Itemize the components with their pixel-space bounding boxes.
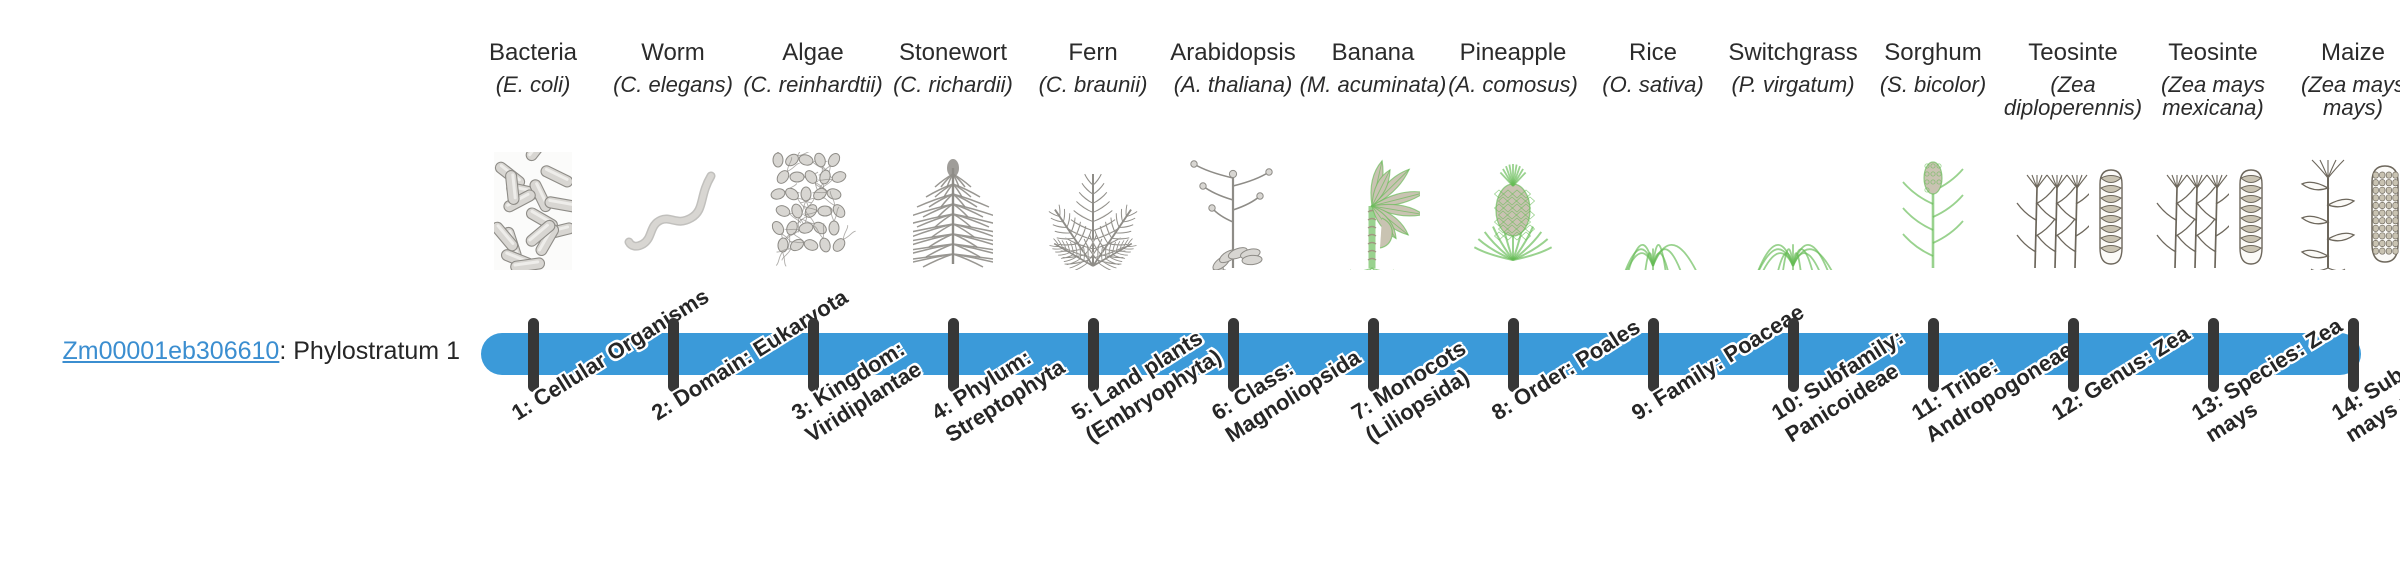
- species-column: Teosinte (Zea diploperennis): [2003, 0, 2143, 580]
- phylostratum-tick[interactable]: [2347, 318, 2359, 392]
- phylostratum-tick[interactable]: [1647, 318, 1659, 392]
- species-latin-name: (S. bicolor): [1879, 72, 1987, 97]
- switchgrass-plant-icon: [1723, 160, 1863, 270]
- species-latin-name: (O. sativa): [1602, 72, 1704, 97]
- species-column: Fern (C. braunii): [1023, 0, 1163, 580]
- phylostratum-tick[interactable]: [1507, 318, 1519, 392]
- teosinte-plant-icon: [2003, 160, 2143, 270]
- gene-label-separator: :: [279, 337, 294, 365]
- species-common-name: Arabidopsis: [1170, 39, 1296, 66]
- rice-plant-icon: [1583, 160, 1723, 270]
- phylostratum-value: Phylostratum 1: [293, 337, 460, 365]
- species-columns: Bacteria (E. coli) Worm (C. elegans) Algae (C…: [463, 0, 2400, 580]
- species-column: Algae (C. reinhardtii): [743, 0, 883, 580]
- species-column: Switchgrass (P. virgatum): [1723, 0, 1863, 580]
- nematode-worm-icon: [603, 160, 743, 270]
- phylostratum-tick[interactable]: [1227, 318, 1239, 392]
- species-column: Arabidopsis (A. thaliana): [1163, 0, 1303, 580]
- phylostratum-tick[interactable]: [527, 318, 539, 392]
- species-common-name: Rice: [1628, 39, 1677, 66]
- species-latin-name: (C. reinhardtii): [743, 72, 883, 97]
- fern-frond-icon: [1023, 160, 1163, 270]
- phylostratum-tick[interactable]: [2067, 318, 2079, 392]
- species-column: Maize (Zea mays mays): [2283, 0, 2400, 580]
- species-common-name: Stonewort: [898, 39, 1008, 66]
- species-common-name: Pineapple: [1459, 39, 1567, 66]
- species-column: Teosinte (Zea mays mexicana): [2143, 0, 2283, 580]
- gene-phylostratum-label: Zm00001eb306610: Phylostratum 1: [40, 337, 460, 366]
- species-column: Pineapple (A. comosus): [1443, 0, 1583, 580]
- arabidopsis-plant-icon: [1163, 160, 1303, 270]
- phylostratum-tick[interactable]: [807, 318, 819, 392]
- phylostratum-tick[interactable]: [1087, 318, 1099, 392]
- species-latin-name: (Zea mays mexicana): [2161, 72, 2265, 120]
- phylostratum-tick[interactable]: [1367, 318, 1379, 392]
- species-latin-name: (P. virgatum): [1731, 72, 1855, 97]
- gene-id-link[interactable]: Zm00001eb306610: [62, 337, 280, 365]
- algae-cells-icon: [743, 152, 883, 270]
- species-common-name: Maize: [2320, 39, 2386, 66]
- banana-plant-icon: [1303, 159, 1443, 270]
- species-column: Worm (C. elegans): [603, 0, 743, 580]
- stonewort-plant-icon: [883, 159, 1023, 270]
- species-column: Banana (M. acuminata): [1300, 0, 1446, 580]
- phylostratum-tick[interactable]: [1927, 318, 1939, 392]
- species-latin-name: (A. thaliana): [1173, 72, 1293, 97]
- species-latin-name: (E. coli): [495, 72, 571, 97]
- species-latin-name: (A. comosus): [1448, 72, 1578, 97]
- maize-ear-icon: [2283, 159, 2400, 270]
- species-latin-name: (Zea mays mays): [2301, 72, 2400, 120]
- phylostratum-tick[interactable]: [1787, 318, 1799, 392]
- species-common-name: Teosinte: [2168, 39, 2258, 66]
- teosinte-ear-icon: [2143, 160, 2283, 270]
- species-common-name: Bacteria: [488, 39, 578, 66]
- species-common-name: Fern: [1068, 39, 1118, 66]
- timeline-bar: [481, 333, 2361, 375]
- species-column: Stonewort (C. richardii): [883, 0, 1023, 580]
- species-common-name: Teosinte: [2028, 39, 2118, 66]
- phylostratum-tick[interactable]: [2207, 318, 2219, 392]
- species-column: Rice (O. sativa): [1583, 0, 1723, 580]
- species-common-name: Banana: [1331, 39, 1415, 66]
- species-common-name: Switchgrass: [1728, 39, 1858, 66]
- species-common-name: Worm: [641, 39, 705, 66]
- phylostratum-tick[interactable]: [667, 318, 679, 392]
- species-latin-name: (M. acuminata): [1299, 72, 1447, 97]
- species-common-name: Algae: [782, 39, 844, 66]
- species-column: Bacteria (E. coli): [463, 0, 603, 580]
- sorghum-plant-icon: [1863, 160, 2003, 270]
- bacteria-rods-icon: [463, 152, 603, 270]
- species-latin-name: (Zea diploperennis): [2003, 72, 2143, 120]
- species-column: Sorghum (S. bicolor): [1863, 0, 2003, 580]
- species-common-name: Sorghum: [1884, 39, 1982, 66]
- phylostratum-tick[interactable]: [947, 318, 959, 392]
- species-latin-name: (C. braunii): [1038, 72, 1148, 97]
- pineapple-plant-icon: [1443, 160, 1583, 270]
- species-latin-name: (C. richardii): [893, 72, 1013, 97]
- species-latin-name: (C. elegans): [613, 72, 733, 97]
